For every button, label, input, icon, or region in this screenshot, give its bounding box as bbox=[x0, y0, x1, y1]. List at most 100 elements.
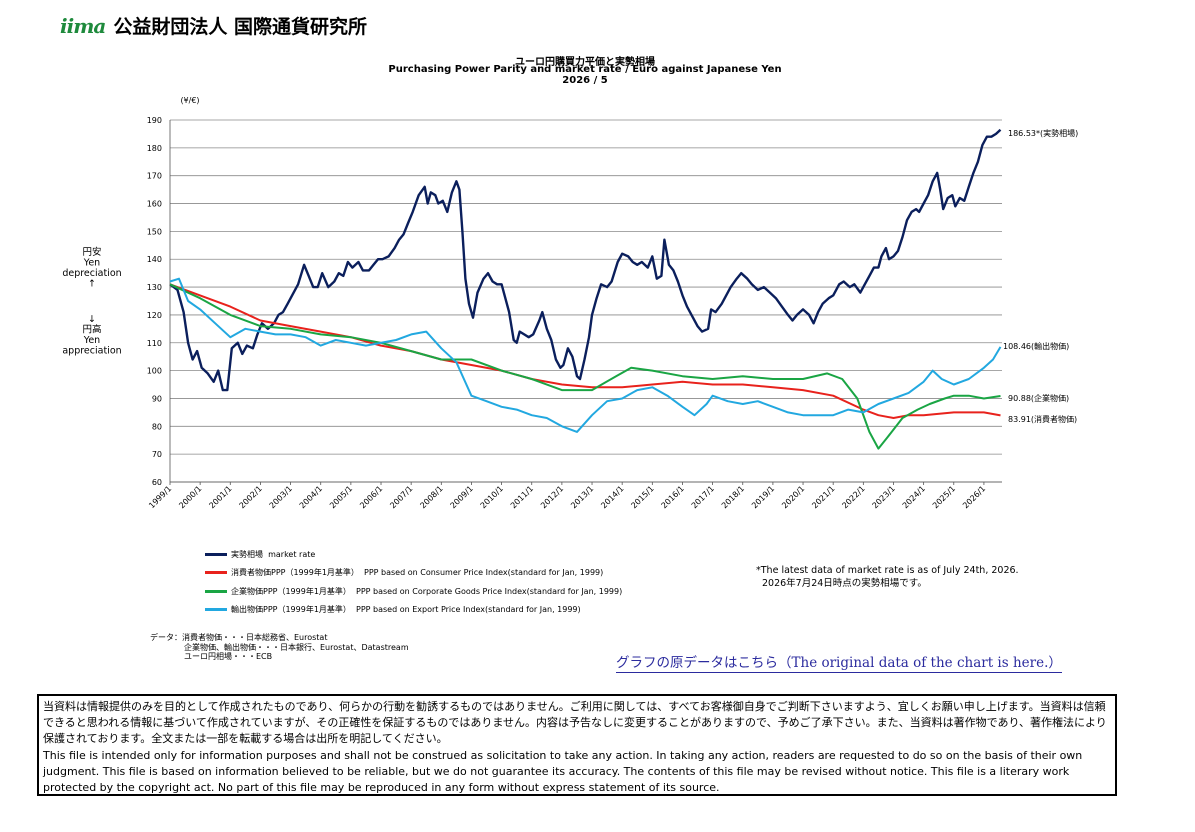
x-tick-label: 1999/1 bbox=[147, 484, 173, 510]
y-tick-label: 100 bbox=[147, 367, 162, 376]
x-tick-label: 2021/1 bbox=[810, 484, 836, 510]
x-tick-label: 2017/1 bbox=[690, 484, 716, 510]
chart-title-ja: ユーロ円購買力平価と実勢相場 bbox=[515, 57, 655, 68]
side-bottom-line: appreciation bbox=[62, 346, 121, 357]
x-tick-label: 2014/1 bbox=[599, 484, 625, 510]
logo: iima 公益財団法人 国際通貨研究所 bbox=[60, 12, 367, 39]
end-label-1: 83.91(消費者物価) bbox=[1008, 414, 1077, 424]
x-tick-label: 2007/1 bbox=[388, 484, 414, 510]
legend-ja-cgpi: 企業物価PPP（1999年1月基準） bbox=[231, 586, 351, 596]
legend-item-export: 輸出物価PPP（1999年1月基準） PPP based on Export P… bbox=[205, 601, 622, 620]
series-lines bbox=[169, 128, 1002, 450]
legend-item-cpi: 消費者物価PPP（1999年1月基準） PPP based on Consume… bbox=[205, 564, 622, 583]
y-tick-label: 80 bbox=[152, 422, 162, 431]
legend-en-export: PPP based on Export Price Index(standard… bbox=[356, 605, 581, 615]
x-tick-label: 2025/1 bbox=[931, 484, 957, 510]
x-tick-label: 2012/1 bbox=[539, 484, 565, 510]
source-line-2: 企業物価、輸出物価・・・日本銀行、Eurostat、Datastream bbox=[184, 642, 409, 652]
note-line-en: *The latest data of market rate is as of… bbox=[756, 565, 1019, 576]
x-tick-label: 2013/1 bbox=[569, 484, 595, 510]
y-tick-label: 70 bbox=[152, 450, 162, 459]
x-tick-label: 2002/1 bbox=[238, 484, 264, 510]
data-sources: データ：消費者物価・・・日本総務省、Eurostat 企業物価、輸出物価・・・日… bbox=[150, 633, 409, 662]
y-tick-label: 120 bbox=[147, 311, 162, 320]
legend-en-cpi: PPP based on Consumer Price Index(standa… bbox=[364, 568, 604, 578]
x-tick-label: 2005/1 bbox=[328, 484, 354, 510]
legend-ja-market-rate: 実勢相場 bbox=[231, 549, 263, 559]
x-tick-label: 2001/1 bbox=[207, 484, 233, 510]
y-tick-label: 150 bbox=[147, 227, 162, 236]
latest-data-note: *The latest data of market rate is as of… bbox=[756, 564, 1019, 590]
x-tick-label: 2022/1 bbox=[840, 484, 866, 510]
end-label-0: 186.53*(実勢相場) bbox=[1008, 128, 1078, 138]
x-tick-label: 2023/1 bbox=[871, 484, 897, 510]
chart-title-en: Purchasing Power Parity and market rate … bbox=[388, 64, 782, 75]
x-tick-label: 2004/1 bbox=[298, 484, 324, 510]
legend-swatch-market-rate bbox=[205, 552, 227, 556]
legend-en-market-rate: market rate bbox=[268, 549, 316, 559]
side-bottom-line: 円高 bbox=[82, 324, 101, 336]
side-bottom-line: ↓ bbox=[88, 314, 96, 325]
x-tick-label: 2003/1 bbox=[268, 484, 294, 510]
y-tick-label: 170 bbox=[147, 172, 162, 181]
ppp-line-chart: 60 70 80 90 100 110 120 130 140 150 160 170 180 190 19… bbox=[62, 96, 1078, 510]
x-tick-label: 2019/1 bbox=[750, 484, 776, 510]
y-tick-label: 160 bbox=[147, 200, 162, 209]
side-bottom-line: Yen bbox=[83, 335, 100, 346]
axes: 60 70 80 90 100 110 120 130 140 150 160 170 180 190 19… bbox=[147, 116, 1002, 510]
y-tick-label: 140 bbox=[147, 255, 162, 264]
x-tick-label: 2020/1 bbox=[780, 484, 806, 510]
disclaimer-en: This file is intended only for informati… bbox=[43, 749, 1083, 794]
x-tick-label: 2016/1 bbox=[660, 484, 686, 510]
x-tick-label: 2009/1 bbox=[449, 484, 475, 510]
source-line-1: データ：消費者物価・・・日本総務省、Eurostat bbox=[150, 633, 328, 642]
y-tick-label: 110 bbox=[147, 339, 162, 348]
original-data-link[interactable]: グラフの原データはこちら（The original data of the ch… bbox=[616, 651, 1062, 673]
y-tick-label: 130 bbox=[147, 283, 162, 292]
legend-item-market-rate: 実勢相場 market rate bbox=[205, 545, 622, 564]
y-tick-label: 60 bbox=[152, 478, 162, 487]
end-labels: 186.53*(実勢相場) 83.91(消費者物価) 90.88(企業物価) 108.… bbox=[1003, 128, 1078, 424]
end-label-2: 90.88(企業物価) bbox=[1008, 393, 1069, 403]
legend-swatch-cgpi bbox=[205, 589, 227, 593]
disclaimer-box: 当資料は情報提供のみを目的として作成されたものであり、何らかの行動を勧誘するもの… bbox=[37, 694, 1117, 796]
series-line-0 bbox=[169, 128, 1002, 392]
x-tick-label: 2008/1 bbox=[418, 484, 444, 510]
x-tick-label: 2026/1 bbox=[961, 484, 987, 510]
legend-ja-export: 輸出物価PPP（1999年1月基準） bbox=[231, 605, 351, 615]
legend-swatch-cpi bbox=[205, 571, 227, 575]
series-line-3 bbox=[169, 277, 1002, 433]
end-label-3: 108.46(輸出物価) bbox=[1003, 341, 1069, 351]
side-top-line: ↑ bbox=[88, 279, 96, 290]
y-tick-label: 190 bbox=[147, 116, 162, 125]
logo-mark: iima bbox=[60, 13, 106, 38]
x-tick-label: 2011/1 bbox=[509, 484, 535, 510]
x-tick-label: 2010/1 bbox=[479, 484, 505, 510]
chart-subtitle: 2026 / 5 bbox=[562, 75, 608, 86]
source-line-3: ユーロ円相場・・・ECB bbox=[184, 652, 273, 661]
series-line-1 bbox=[169, 283, 1001, 419]
y-axis-label: (¥/€) bbox=[180, 96, 199, 105]
legend: 実勢相場 market rate 消費者物価PPP（1999年1月基準） PPP… bbox=[205, 545, 622, 619]
side-top-line: 円安 bbox=[82, 246, 101, 258]
disclaimer-ja: 当資料は情報提供のみを目的として作成されたものであり、何らかの行動を勧誘するもの… bbox=[43, 700, 1107, 745]
y-tick-label: 90 bbox=[152, 394, 162, 403]
x-tick-label: 2024/1 bbox=[901, 484, 927, 510]
legend-en-cgpi: PPP based on Corporate Goods Price Index… bbox=[356, 586, 623, 596]
x-tick-label: 2006/1 bbox=[358, 484, 384, 510]
x-tick-label: 2000/1 bbox=[177, 484, 203, 510]
legend-item-cgpi: 企業物価PPP（1999年1月基準） PPP based on Corporat… bbox=[205, 582, 622, 601]
note-line-ja: 2026年7月24日時点の実勢相場です。 bbox=[762, 578, 927, 589]
y-tick-label: 180 bbox=[147, 144, 162, 153]
x-tick-label: 2018/1 bbox=[720, 484, 746, 510]
side-top-line: depreciation bbox=[62, 268, 121, 279]
side-top-line: Yen bbox=[83, 258, 100, 269]
x-tick-label: 2015/1 bbox=[629, 484, 655, 510]
gridlines bbox=[170, 119, 1002, 483]
series-line-2 bbox=[169, 283, 1001, 450]
legend-swatch-export bbox=[205, 608, 227, 612]
org-name: 公益財団法人 国際通貨研究所 bbox=[113, 16, 367, 38]
legend-ja-cpi: 消費者物価PPP（1999年1月基準） bbox=[231, 568, 359, 578]
